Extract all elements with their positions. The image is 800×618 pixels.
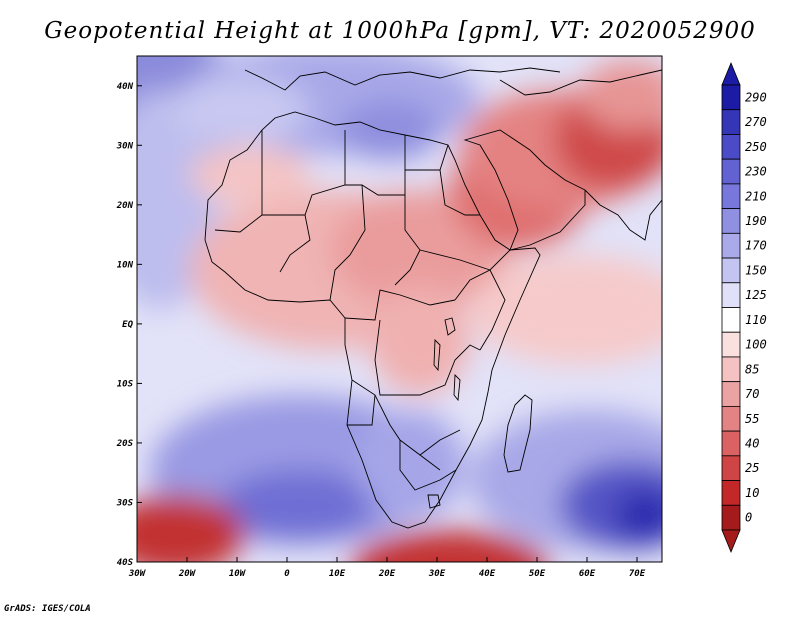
colorbar-label: 125 (745, 288, 767, 302)
lat-label: 10S (117, 379, 134, 389)
colorbar-max-arrow (721, 61, 741, 86)
lon-label: 20W (178, 569, 197, 579)
colorbar-swatch (721, 84, 741, 111)
lon-label: 20E (378, 569, 396, 579)
colorbar-label: 210 (745, 189, 767, 203)
lon-label: 40E (479, 569, 496, 579)
colorbar-label: 250 (745, 140, 767, 154)
colorbar-label: 290 (745, 90, 767, 104)
lon-label: 10W (229, 569, 247, 579)
lon-label: 10E (329, 569, 346, 579)
lon-label: 60E (579, 569, 596, 579)
colorbar-label: 55 (745, 412, 759, 426)
lat-label: 20S (116, 439, 134, 449)
lat-label: 30S (116, 498, 134, 508)
colorbar-label: 10 (745, 486, 759, 500)
colorbar-label: 170 (745, 239, 767, 253)
colorbar-swatch (721, 282, 741, 308)
colorbar-swatch (721, 208, 741, 234)
colorbar-swatch (721, 307, 741, 333)
colorbar-swatch (721, 356, 741, 383)
colorbar-swatch (721, 381, 741, 407)
lon-label: 0 (284, 569, 290, 579)
colorbar-swatch (721, 504, 741, 531)
lon-label: 70E (629, 569, 646, 579)
colorbar-label: 40 (745, 436, 759, 450)
colorbar-label: 100 (745, 338, 767, 352)
colorbar-swatch (721, 109, 741, 135)
map-title: Geopotential Height at 1000hPa [gpm], VT… (44, 18, 756, 44)
lat-label: EQ (122, 320, 133, 330)
colorbar-swatch (721, 134, 741, 160)
colorbar-label: 85 (745, 362, 759, 376)
colorbar-min-arrow (721, 529, 741, 554)
colorbar-label: 150 (745, 263, 767, 277)
colorbar-label: 0 (745, 511, 752, 525)
lon-label: 30E (428, 569, 446, 579)
lat-label: 20N (116, 201, 134, 211)
lat-label: 40S (117, 558, 134, 568)
lon-label: 50E (529, 569, 546, 579)
colorbar-label: 190 (745, 214, 767, 228)
lon-label: 30W (128, 569, 147, 579)
colorbar: 2902702502302101901701501251101008570554… (721, 61, 767, 554)
colorbar-swatch (721, 183, 741, 210)
colorbar-label: 110 (745, 313, 767, 327)
colorbar-swatch (721, 257, 741, 284)
colorbar-label: 70 (745, 387, 759, 401)
colorbar-swatch (721, 158, 741, 185)
grads-credit: GrADS: IGES/COLA (4, 604, 91, 614)
colorbar-swatch (721, 455, 741, 481)
colorbar-label: 25 (745, 461, 759, 475)
lat-label: 30N (116, 141, 134, 151)
colorbar-swatch (721, 430, 741, 457)
colorbar-swatch (721, 480, 741, 506)
colorbar-label: 230 (745, 165, 767, 179)
lat-label: 40N (117, 82, 134, 92)
lat-label: 10N (117, 260, 134, 270)
colorbar-swatch (721, 232, 741, 259)
colorbar-swatch (721, 331, 741, 358)
colorbar-label: 270 (745, 115, 767, 129)
colorbar-swatch (721, 405, 741, 432)
